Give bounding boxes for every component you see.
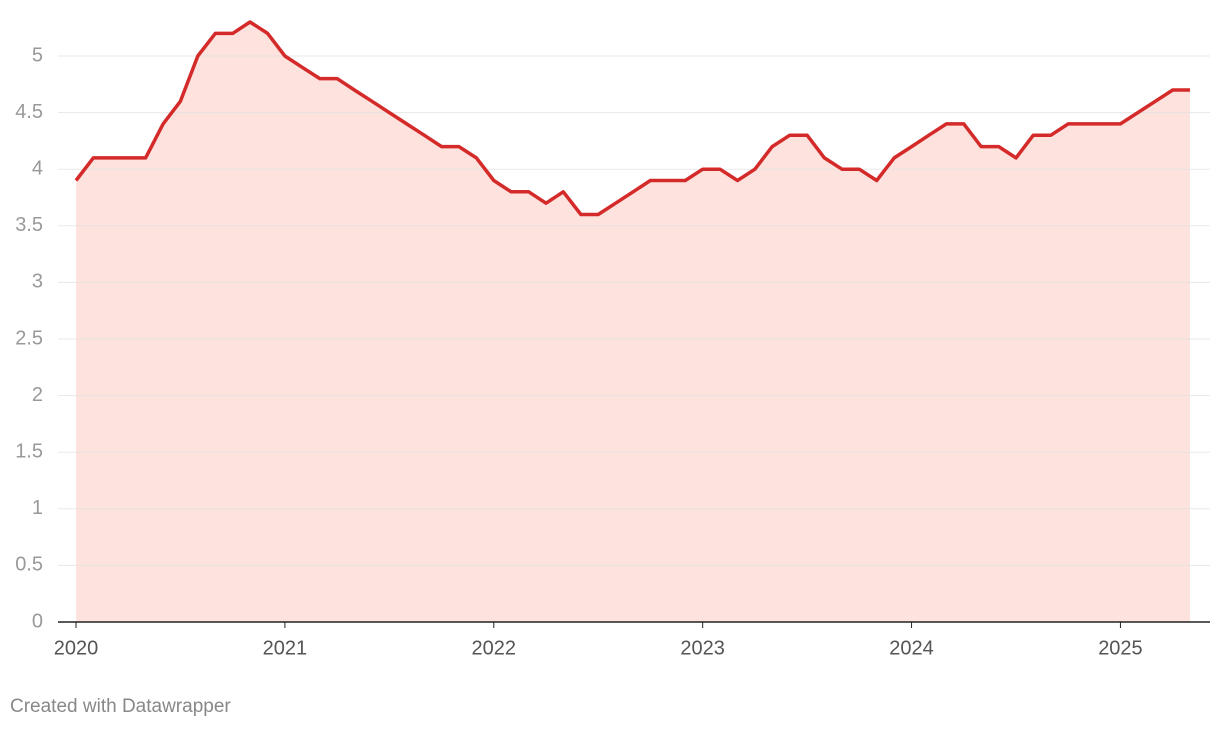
y-tick-label: 1 [32,497,43,519]
y-tick-label: 3 [32,271,43,293]
y-tick-label: 0.5 [15,554,43,576]
x-tick-label: 2024 [889,637,934,659]
footer: Created with Datawrapper [10,696,231,717]
y-tick-label: 1.5 [15,440,43,462]
y-tick-label: 3.5 [15,214,43,236]
x-tick-label: 2023 [680,637,725,659]
y-tick-label: 4 [32,157,43,179]
x-tick-label: 2020 [54,637,99,659]
y-tick-label: 2.5 [15,327,43,349]
y-tick-label: 2 [32,384,43,406]
area [76,22,1190,622]
x-tick-label: 2021 [263,637,308,659]
line [74,20,1190,217]
x-tick-label: 2025 [1098,637,1143,659]
x-tick-label: 2022 [472,637,517,659]
y-tick-label: 0 [32,610,43,632]
y-tick-label: 4.5 [15,101,43,123]
y-tick-label: 5 [32,44,43,66]
